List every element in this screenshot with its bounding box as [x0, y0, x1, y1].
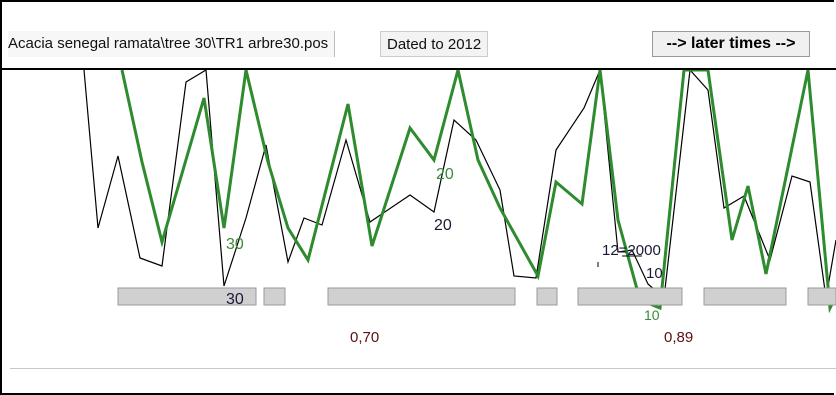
file-path-label: Acacia senegal ramata\tree 30\TR1 arbre3…: [8, 31, 336, 57]
footer-divider: [10, 368, 836, 369]
segment-bars: [117, 287, 836, 306]
segment-bar: [703, 287, 787, 306]
year-label: 12=2000: [602, 242, 661, 259]
label-10: 10: [646, 265, 663, 282]
segment-bar: [263, 287, 286, 306]
plot-svg: 20 30 20 30 12=2000 10 10 0,70 0,89: [83, 70, 836, 346]
toolbar: Acacia senegal ramata\tree 30\TR1 arbre3…: [0, 0, 836, 70]
segment-bar: [327, 287, 516, 306]
sample-label-20: 20: [436, 166, 454, 183]
segment-bar: [536, 287, 558, 306]
crossdating-plot[interactable]: 20 30 20 30 12=2000 10 10 0,70 0,89: [0, 70, 836, 370]
segment-bar: [577, 287, 683, 306]
master-label-30: 30: [226, 291, 244, 308]
correlation-label: 0,89: [664, 329, 693, 346]
master-series-line: [83, 70, 836, 300]
segment-bar: [117, 287, 257, 306]
master-label-20: 20: [434, 217, 452, 234]
label-10-green: 10: [644, 307, 660, 323]
later-times-button[interactable]: --> later times -->: [652, 31, 810, 57]
sample-series-line: [120, 70, 836, 314]
correlation-label: 0,70: [350, 329, 379, 346]
segment-bar: [807, 287, 836, 306]
dated-label: Dated to 2012: [380, 31, 489, 57]
sample-label-30: 30: [226, 236, 244, 253]
